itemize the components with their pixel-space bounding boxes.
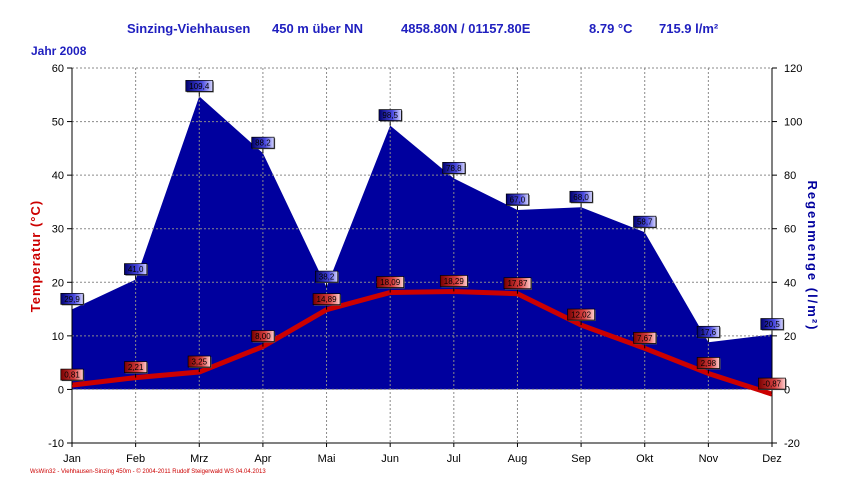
- temperature-data-label-box: [376, 276, 405, 288]
- temperature-data-label: 8,00: [255, 332, 271, 341]
- left-tick-label: -10: [48, 438, 64, 450]
- x-tick-label: Feb: [126, 453, 145, 465]
- temperature-data-label-box: [187, 355, 211, 368]
- rain-data-label-box: [124, 263, 148, 275]
- x-tick-label: Mrz: [190, 453, 208, 465]
- temperature-data-label-box: [758, 377, 786, 390]
- right-tick-label: 120: [784, 63, 802, 75]
- temperature-data-label-box: [439, 275, 468, 287]
- footer-credit: WsWin32 - Viehhausen-Sinzing 450m - © 20…: [30, 469, 266, 475]
- temperature-line: [71, 288, 773, 397]
- temperature-data-label-box: [567, 308, 595, 321]
- temperature-data-label: 18,29: [444, 277, 465, 286]
- station-altitude: 450 m über NN: [272, 21, 364, 36]
- temperature-data-label: 17,87: [507, 279, 528, 288]
- rain-data-label: 98,5: [382, 111, 398, 120]
- x-tick-label: Dez: [762, 453, 782, 465]
- x-tick-label: Aug: [508, 453, 528, 465]
- x-tick-label: Okt: [636, 453, 653, 465]
- rain-data-label-box: [185, 80, 214, 92]
- year-label: Jahr 2008: [31, 44, 87, 58]
- left-tick-label: 60: [52, 63, 64, 75]
- rain-data-label-box: [314, 270, 339, 283]
- rain-data-label: 41,0: [128, 265, 144, 274]
- rain-data-label-box: [442, 162, 466, 174]
- rain-data-label: 58,7: [637, 218, 653, 227]
- x-tick-label: Sep: [571, 453, 591, 465]
- right-tick-label: 40: [784, 277, 796, 289]
- temperature-data-label: 18,09: [380, 278, 401, 287]
- rain-data-label: 20,5: [764, 320, 780, 329]
- left-tick-label: 50: [52, 117, 64, 129]
- temperature-data-label-box: [312, 293, 341, 306]
- temperature-data-label: 7,67: [637, 334, 653, 343]
- rain-total: 715.9 l/m²: [659, 21, 719, 36]
- temperature-data-label-box: [60, 368, 84, 381]
- rain-data-label-box: [251, 136, 275, 149]
- left-tick-label: 40: [52, 170, 64, 182]
- temperature-data-label-box: [251, 330, 275, 342]
- temperature-data-label: 14,89: [317, 295, 338, 304]
- right-tick-label: 20: [784, 331, 796, 343]
- x-tick-label: Jun: [381, 453, 399, 465]
- rain-data-label: 17,6: [701, 328, 717, 337]
- rain-data-label: 78,8: [446, 164, 462, 173]
- right-tick-label: 60: [784, 224, 796, 236]
- rain-data-label-box: [505, 193, 530, 206]
- rain-data-label-box: [569, 190, 593, 203]
- temperature-data-label-box: [503, 277, 532, 290]
- rain-area: [72, 96, 772, 390]
- x-tick-label: Mai: [318, 453, 336, 465]
- rain-data-label: 29,9: [64, 295, 80, 304]
- temperature-data-label: 12,02: [571, 311, 592, 320]
- station-coordinates: 4858.80N / 01157.80E: [401, 21, 531, 36]
- chart-header: Sinzing-Viehhausen 450 m über NN 4858.80…: [0, 0, 845, 60]
- x-tick-label: Apr: [254, 453, 271, 465]
- left-tick-label: 30: [52, 224, 64, 236]
- left-tick-label: 20: [52, 277, 64, 289]
- rain-data-label-box: [760, 318, 784, 330]
- x-tick-label: Jul: [447, 453, 461, 465]
- temperature-data-label: 0,81: [64, 371, 80, 380]
- rain-data-label-box: [633, 215, 657, 228]
- x-tick-label: Nov: [699, 453, 719, 465]
- temperature-data-label: 2,21: [128, 363, 144, 372]
- temperature-data-label: 3,25: [191, 358, 207, 367]
- rain-data-label: 109,4: [189, 82, 210, 91]
- temperature-data-label: 2,98: [701, 359, 717, 368]
- left-tick-label: 10: [52, 331, 64, 343]
- rain-data-label: 68,0: [573, 193, 589, 202]
- rain-data-label: 67,0: [510, 195, 526, 204]
- average-temperature: 8.79 °C: [589, 21, 633, 36]
- temperature-data-label: -0,87: [763, 380, 782, 389]
- left-axis-title: Temperatur (°C): [28, 200, 43, 312]
- temperature-data-label-box: [124, 361, 148, 373]
- right-tick-label: -20: [784, 438, 800, 450]
- right-tick-label: 100: [784, 117, 802, 129]
- rain-data-label-box: [60, 292, 84, 305]
- rain-data-label-box: [696, 325, 720, 338]
- right-axis-title: Regenmenge (l/m²): [805, 180, 820, 331]
- rain-data-label-box: [378, 109, 402, 121]
- right-tick-label: 80: [784, 170, 796, 182]
- left-tick-label: 0: [58, 384, 64, 396]
- rain-data-label: 88,2: [255, 139, 271, 148]
- temperature-data-label-box: [633, 331, 657, 344]
- right-tick-label: 0: [784, 384, 790, 396]
- temperature-data-label-box: [696, 357, 720, 369]
- rain-data-label: 38,2: [319, 273, 335, 282]
- station-name: Sinzing-Viehhausen: [127, 21, 251, 36]
- x-tick-label: Jan: [63, 453, 81, 465]
